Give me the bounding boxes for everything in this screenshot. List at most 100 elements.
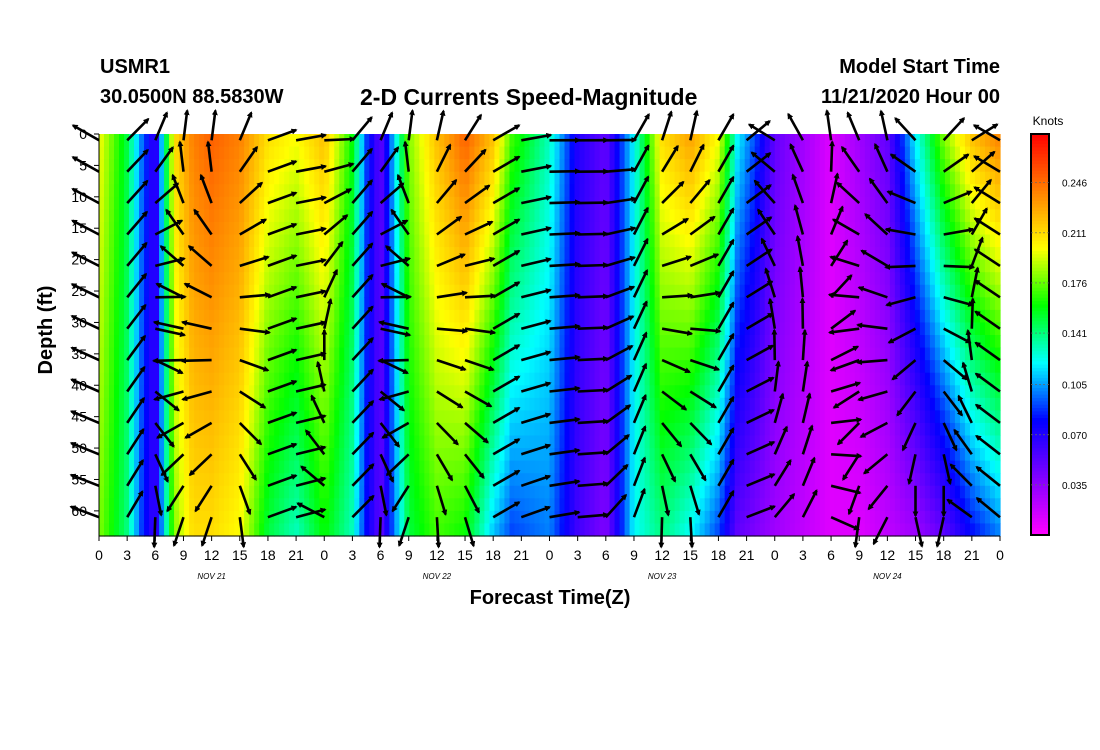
heatmap-cell	[719, 498, 726, 512]
heatmap-cell	[754, 498, 761, 512]
heatmap-cell	[544, 498, 551, 512]
heatmap-cell	[514, 385, 521, 399]
heatmap-cell	[479, 410, 486, 424]
heatmap-cell	[719, 448, 726, 462]
heatmap-cell	[419, 435, 425, 449]
heatmap-cell	[159, 410, 165, 424]
heatmap-cell	[444, 335, 450, 349]
heatmap-cell	[699, 309, 706, 324]
heatmap-cell	[234, 297, 240, 311]
heatmap-cell	[119, 372, 125, 386]
heatmap-cell	[424, 134, 430, 148]
heatmap-cell	[634, 360, 641, 374]
heatmap-cell	[454, 184, 460, 198]
heatmap-cell	[834, 322, 841, 336]
heatmap-cell	[614, 322, 621, 336]
heatmap-cell	[224, 209, 230, 223]
heatmap-cell	[209, 422, 215, 437]
heatmap-cell	[699, 247, 706, 261]
heatmap-cell	[344, 284, 350, 298]
heatmap-cell	[629, 297, 636, 311]
heatmap-cell	[384, 284, 390, 298]
heatmap-cell	[149, 247, 155, 261]
heatmap-cell	[544, 435, 551, 449]
heatmap-cell	[594, 146, 601, 160]
heatmap-cell	[134, 473, 140, 487]
heatmap-cell	[424, 435, 430, 449]
heatmap-cell	[264, 221, 270, 236]
heatmap-cell	[274, 435, 280, 449]
heatmap-cell	[864, 297, 871, 311]
heatmap-cell	[229, 247, 235, 261]
heatmap-cell	[654, 146, 661, 160]
heatmap-cell	[609, 397, 616, 411]
heatmap-cell	[234, 221, 240, 236]
heatmap-cell	[499, 385, 506, 399]
heatmap-cell	[794, 485, 801, 499]
heatmap-cell	[499, 485, 506, 499]
heatmap-cell	[804, 247, 811, 261]
heatmap-cell	[694, 473, 701, 487]
heatmap-cell	[874, 347, 881, 361]
heatmap-cell	[789, 159, 796, 173]
heatmap-cell	[189, 523, 195, 537]
heatmap-cell	[339, 247, 345, 261]
heatmap-cell	[859, 385, 866, 399]
heatmap-cell	[574, 523, 581, 537]
heatmap-cell	[804, 259, 811, 273]
heatmap-cell	[864, 397, 871, 411]
heatmap-cell	[259, 209, 265, 223]
heatmap-cell	[119, 498, 125, 512]
heatmap-cell	[194, 322, 200, 336]
heatmap-cell	[244, 385, 250, 399]
heatmap-cell	[724, 146, 731, 160]
heatmap-cell	[224, 297, 230, 311]
heatmap-cell	[284, 297, 290, 311]
heatmap-cell	[404, 272, 410, 286]
heatmap-cell	[749, 272, 756, 286]
heatmap-cell	[399, 385, 405, 399]
heatmap-cell	[219, 410, 225, 424]
heatmap-cell	[809, 272, 816, 286]
heatmap-cell	[294, 360, 300, 374]
heatmap-cell	[299, 422, 305, 437]
heatmap-cell	[104, 498, 110, 512]
heatmap-cell	[814, 221, 821, 236]
heatmap-cell	[519, 309, 526, 324]
heatmap-cell	[684, 360, 691, 374]
heatmap-cell	[669, 485, 676, 499]
heatmap-cell	[584, 410, 591, 424]
heatmap-cell	[649, 146, 656, 160]
heatmap-cell	[504, 360, 511, 374]
heatmap-cell	[524, 134, 531, 148]
heatmap-cell	[844, 209, 851, 223]
heatmap-cell	[309, 385, 315, 399]
heatmap-cell	[559, 297, 566, 311]
heatmap-cell	[414, 335, 420, 349]
heatmap-cell	[679, 309, 686, 324]
heatmap-cell	[349, 435, 355, 449]
heatmap-cell	[739, 473, 746, 487]
heatmap-cell	[404, 435, 410, 449]
heatmap-cell	[819, 159, 826, 173]
heatmap-cell	[274, 360, 280, 374]
heatmap-cell	[869, 397, 876, 411]
heatmap-cell	[664, 335, 671, 349]
heatmap-cell	[124, 234, 130, 248]
heatmap-cell	[124, 284, 130, 298]
heatmap-cell	[249, 360, 255, 374]
heatmap-cell	[809, 510, 816, 525]
heatmap-cell	[279, 171, 285, 185]
heatmap-cell	[134, 209, 140, 223]
heatmap-cell	[234, 159, 240, 173]
heatmap-cell	[334, 485, 340, 499]
heatmap-cell	[374, 523, 380, 537]
heatmap-cell	[259, 272, 265, 286]
heatmap-cell	[774, 347, 781, 361]
heatmap-cell	[199, 146, 205, 160]
heatmap-cell	[654, 435, 661, 449]
heatmap-cell	[584, 171, 591, 185]
heatmap-cell	[174, 448, 180, 462]
heatmap-cell	[564, 146, 571, 160]
heatmap-cell	[354, 259, 360, 273]
